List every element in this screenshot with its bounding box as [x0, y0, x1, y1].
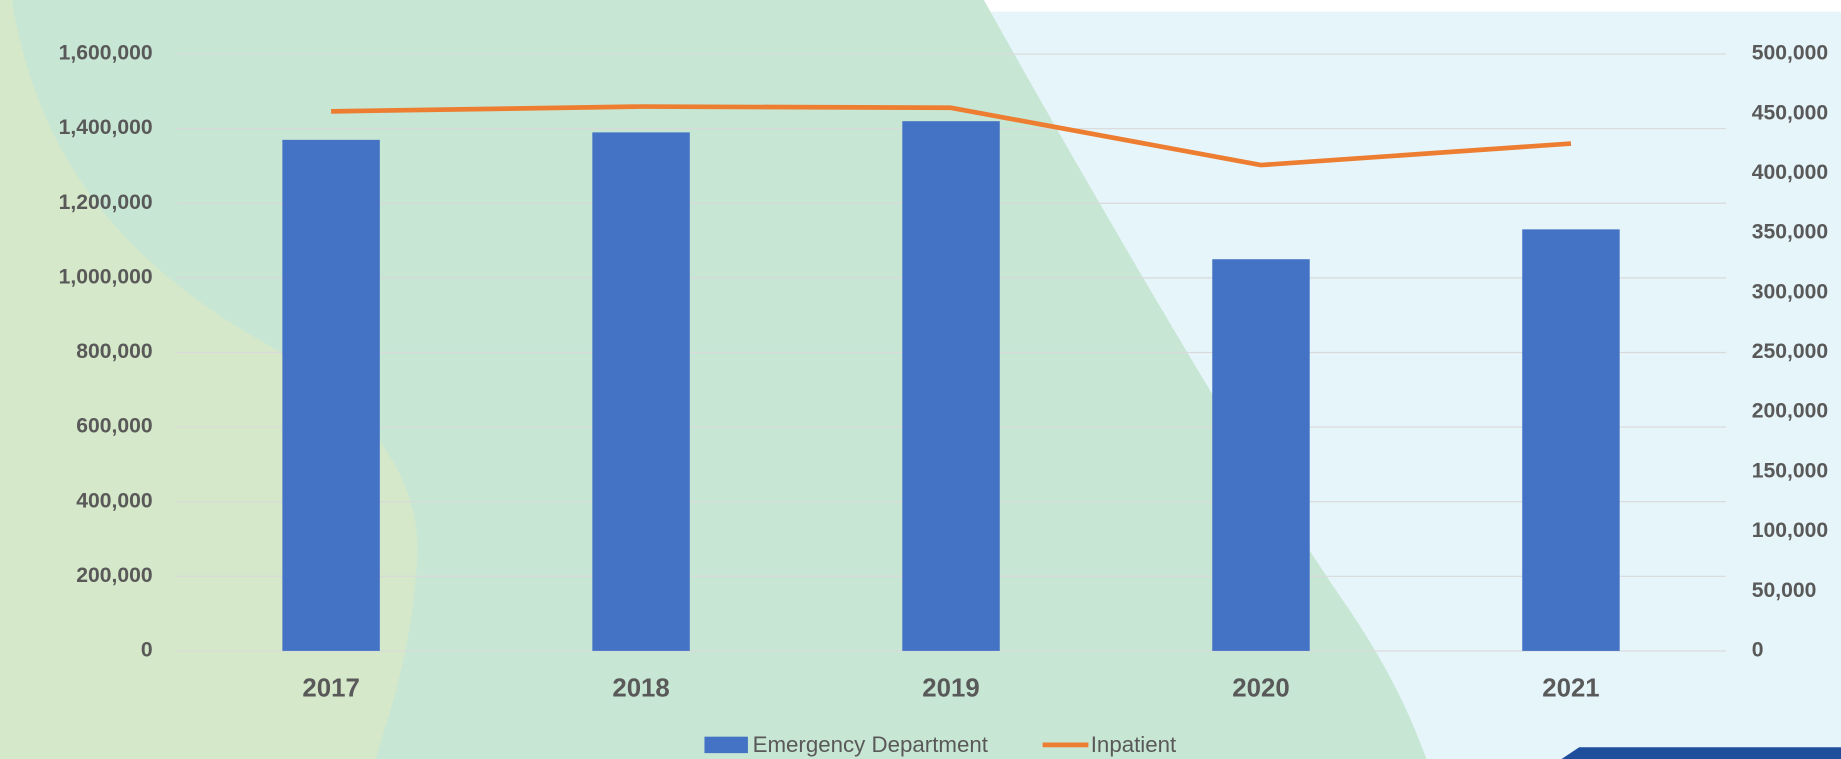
- x-tick-label: 2018: [612, 675, 669, 703]
- x-tick-label: 2020: [1232, 675, 1289, 703]
- y2-tick-label: 50,000: [1752, 579, 1817, 602]
- y-tick-label: 200,000: [76, 564, 152, 587]
- bar: [1522, 229, 1620, 651]
- x-tick-label: 2019: [922, 675, 979, 703]
- legend-label: Emergency Department: [753, 732, 989, 757]
- y-tick-label: 400,000: [76, 489, 152, 512]
- y-tick-label: 800,000: [76, 340, 152, 363]
- y-tick-label: 0: [141, 638, 153, 661]
- y2-tick-label: 350,000: [1752, 221, 1828, 244]
- bar: [902, 121, 1000, 651]
- y2-tick-label: 400,000: [1752, 161, 1828, 184]
- logo: [1561, 747, 1841, 759]
- background-strip: [983, 0, 1841, 12]
- y2-tick-label: 250,000: [1752, 340, 1828, 363]
- y-tick-label: 1,000,000: [59, 265, 153, 288]
- y2-tick-label: 200,000: [1752, 400, 1828, 423]
- legend-label: Inpatient: [1091, 732, 1177, 757]
- y-tick-label: 1,200,000: [59, 191, 153, 214]
- y2-tick-label: 450,000: [1752, 101, 1828, 124]
- y-tick-label: 1,400,000: [59, 116, 153, 139]
- y2-tick-label: 300,000: [1752, 280, 1828, 303]
- y-tick-label: 600,000: [76, 415, 152, 438]
- y-tick-label: 1,600,000: [59, 42, 153, 65]
- y2-tick-label: 500,000: [1752, 42, 1828, 65]
- y2-tick-label: 150,000: [1752, 459, 1828, 482]
- bar: [1212, 259, 1310, 651]
- y2-tick-label: 100,000: [1752, 519, 1828, 542]
- x-tick-label: 2021: [1542, 675, 1599, 703]
- legend-swatch: [704, 736, 748, 754]
- bar: [282, 139, 380, 651]
- line: [331, 104, 1572, 168]
- bar: [592, 132, 690, 651]
- x-tick-label: 2017: [302, 675, 359, 703]
- y2-tick-label: 0: [1752, 638, 1764, 661]
